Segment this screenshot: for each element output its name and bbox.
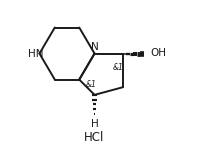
Text: &1: &1 <box>85 80 96 89</box>
Text: OH: OH <box>150 48 166 58</box>
Text: H: H <box>91 119 98 129</box>
Text: HN: HN <box>28 49 44 59</box>
Text: N: N <box>91 42 98 52</box>
Text: HCl: HCl <box>84 131 105 144</box>
Text: &1: &1 <box>113 63 124 72</box>
